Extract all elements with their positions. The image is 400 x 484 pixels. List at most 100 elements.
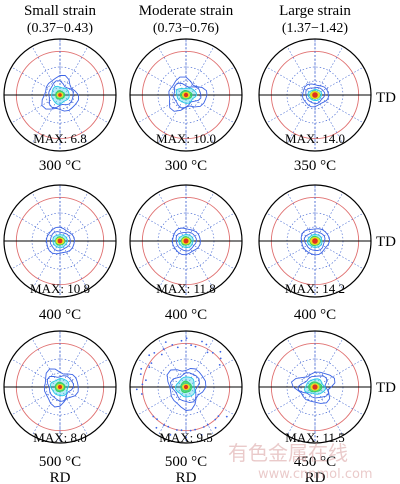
grid-spoke-8	[157, 46, 187, 96]
grid-spoke-11	[185, 66, 235, 96]
grid-spoke-1	[185, 386, 235, 416]
grid-spoke-10	[185, 192, 215, 242]
scatter-dot	[152, 415, 155, 418]
contour-2	[303, 231, 326, 251]
grid-spoke-8	[31, 46, 61, 96]
pole-figure-r1c1	[129, 184, 243, 298]
pole-figure-r1c2	[258, 184, 372, 298]
peak-spot	[183, 384, 189, 390]
contour-2	[305, 87, 326, 105]
max-label-r0c1: MAX: 10.0	[156, 131, 216, 146]
pole-figure-r2c2	[258, 330, 372, 444]
temp-label-r2c2: 450 °C	[294, 454, 336, 470]
grid-spoke-5	[137, 94, 187, 124]
scatter-dot	[135, 388, 138, 391]
grid-spoke-2	[314, 240, 344, 290]
scatter-dot	[217, 415, 220, 418]
grid-spoke-7	[266, 358, 316, 388]
scatter-dot	[140, 393, 143, 395]
pole-figure-r0c1	[129, 38, 243, 152]
max-label-r0c0: MAX: 6.8	[33, 131, 86, 146]
max-label-r0c2: MAX: 14.0	[285, 131, 345, 146]
grid-spoke-8	[31, 338, 61, 388]
grid-spoke-11	[314, 358, 364, 388]
grid-spoke-1	[59, 240, 109, 270]
contour-2	[170, 372, 200, 403]
grid-spoke-1	[185, 240, 235, 270]
scatter-dot	[200, 434, 203, 436]
grid-spoke-7	[137, 66, 187, 96]
grid-spoke-2	[59, 386, 89, 436]
column-range-small-strain: (0.37−0.43)	[27, 21, 94, 36]
scatter-dot	[150, 362, 153, 364]
contour-outer	[166, 368, 207, 411]
grid-spoke-11	[59, 358, 109, 388]
contour-2	[175, 231, 197, 252]
grid-spoke-10	[314, 192, 344, 242]
grid-spoke-1	[59, 386, 109, 416]
max-label-r2c2: MAX: 11.5	[285, 430, 344, 445]
max-label-r1c2: MAX: 14.2	[285, 281, 345, 296]
grid-spoke-11	[185, 358, 235, 388]
scatter-dot	[189, 429, 192, 432]
outer-circle	[3, 184, 117, 298]
outer-circle	[129, 330, 243, 444]
column-title-large-strain: Large strain	[279, 3, 351, 19]
peak-spot	[312, 92, 318, 98]
scatter-dot	[167, 425, 170, 428]
pole-figure-r2c0	[3, 330, 117, 444]
rd-label-col2: RD	[305, 470, 326, 484]
scatter-dot	[156, 418, 158, 421]
scatter-dot	[176, 346, 179, 349]
grid-spoke-1	[314, 240, 364, 270]
scatter-dot	[180, 429, 183, 432]
contour-outer	[302, 83, 329, 108]
scatter-dot	[148, 366, 151, 369]
grid-spoke-8	[286, 46, 316, 96]
scatter-dot	[169, 434, 172, 436]
grid-spoke-1	[185, 94, 235, 124]
grid-spoke-10	[314, 46, 344, 96]
peak-spot	[312, 384, 318, 390]
scatter-dot	[162, 348, 165, 350]
scatter-dot	[139, 373, 142, 375]
scatter-dot	[194, 428, 197, 431]
peak-spot	[312, 238, 318, 244]
scatter-dot	[185, 337, 188, 340]
contour-2	[297, 375, 330, 399]
grid-spoke-10	[314, 338, 344, 388]
temp-label-r1c1: 400 °C	[165, 307, 207, 323]
grid-spoke-2	[185, 94, 215, 144]
watermark-url: www.cnnmol.com	[258, 467, 373, 482]
grid-spoke-8	[286, 192, 316, 242]
grid-spoke-5	[11, 240, 61, 270]
grid-spoke-1	[314, 386, 364, 416]
td-label-row1: TD	[376, 234, 396, 250]
scatter-dot	[171, 344, 174, 346]
contour-outer	[43, 368, 79, 408]
grid-spoke-10	[59, 46, 89, 96]
contour-outer	[168, 76, 208, 112]
scatter-dot	[206, 423, 209, 426]
scatter-dot	[145, 379, 147, 382]
grid-spoke-7	[11, 358, 61, 388]
pole-figure-panels	[3, 38, 372, 444]
contour-outer	[41, 74, 79, 112]
grid-spoke-8	[157, 192, 187, 242]
grid-spoke-4	[286, 386, 316, 436]
grid-spoke-7	[137, 212, 187, 242]
column-range-large-strain: (1.37−1.42)	[282, 21, 349, 36]
grid-spoke-2	[59, 240, 89, 290]
contour-outer	[300, 228, 331, 256]
scatter-dot	[190, 344, 193, 346]
pole-figure-r0c2	[258, 38, 372, 152]
grid-spoke-7	[11, 212, 61, 242]
grid-spoke-2	[59, 94, 89, 144]
peak-spot	[58, 93, 62, 97]
outer-circle	[3, 38, 117, 152]
scatter-dot	[211, 351, 214, 354]
scatter-dot	[225, 415, 228, 418]
grid-spoke-5	[11, 386, 61, 416]
td-label-row2: TD	[376, 380, 396, 396]
grid-spoke-4	[157, 94, 187, 144]
